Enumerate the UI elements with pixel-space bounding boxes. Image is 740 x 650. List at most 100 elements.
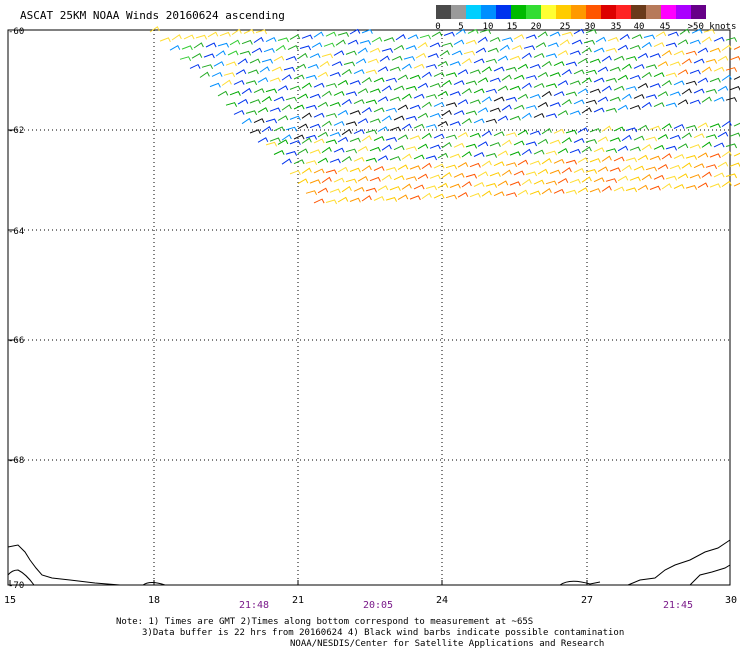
wind-barb	[361, 135, 372, 142]
wind-barb	[397, 134, 409, 141]
wind-barb	[665, 102, 678, 108]
wind-barb	[417, 173, 429, 180]
wind-barb	[241, 39, 253, 45]
wind-barb	[417, 143, 429, 150]
wind-barb	[301, 137, 312, 144]
wind-barb	[247, 69, 259, 75]
wind-barb	[341, 185, 352, 193]
note-line-1: Note: 1) Times are GMT 2)Times along bot…	[116, 617, 534, 627]
wind-barb	[609, 66, 621, 72]
wind-barb	[677, 99, 689, 105]
wind-barb	[401, 123, 412, 130]
wind-barb	[481, 190, 492, 197]
wind-barb	[569, 178, 581, 184]
wind-barb	[281, 134, 292, 141]
wind-barb	[235, 69, 247, 75]
wind-barb	[333, 177, 345, 183]
wind-barb	[661, 183, 672, 190]
wind-barb	[289, 140, 301, 145]
wind-barb	[381, 48, 394, 53]
legend-swatch	[466, 5, 481, 19]
wind-barb	[181, 45, 193, 51]
wind-barb	[733, 46, 740, 50]
wind-barb	[691, 28, 703, 34]
wind-barb	[545, 150, 558, 156]
wind-barb	[365, 69, 378, 75]
wind-barb	[561, 99, 572, 106]
wind-barb	[453, 110, 465, 116]
wind-barb	[461, 88, 472, 95]
wind-barb	[721, 120, 732, 128]
wind-barb	[231, 28, 242, 36]
wind-barb	[171, 34, 182, 41]
wind-barb	[657, 164, 669, 170]
wind-barb	[393, 44, 405, 51]
wind-barb	[325, 31, 337, 37]
wind-barb	[499, 44, 510, 51]
wind-barb	[501, 74, 512, 81]
wind-barb	[537, 31, 548, 38]
wind-barb	[329, 131, 341, 137]
lat-label-66: -66	[8, 336, 25, 346]
wind-barb	[497, 85, 509, 92]
wind-barb	[625, 127, 638, 133]
legend-swatch	[541, 5, 556, 19]
wind-barb	[565, 129, 578, 135]
wind-barb	[689, 144, 701, 149]
wind-barb	[725, 37, 738, 42]
wind-barb	[395, 34, 406, 41]
wind-barb	[585, 169, 598, 174]
wind-barb	[313, 31, 324, 38]
wind-barb	[621, 63, 632, 70]
wind-barb	[713, 66, 725, 72]
wind-barb	[489, 107, 501, 113]
wind-barb	[331, 61, 343, 67]
wind-barb	[275, 44, 286, 52]
wind-barb	[385, 137, 398, 142]
wind-barb	[481, 96, 492, 103]
wind-barb	[383, 37, 395, 43]
wind-barb	[573, 168, 585, 173]
wind-barb	[373, 166, 385, 171]
wind-barb	[389, 186, 401, 191]
wind-barb	[465, 110, 478, 116]
wind-barb	[725, 143, 738, 149]
wind-barb	[353, 69, 365, 75]
wind-barb	[321, 146, 332, 154]
wind-barb	[557, 110, 569, 116]
wind-barb	[609, 167, 621, 173]
wind-barb	[545, 180, 558, 186]
wind-barb	[305, 104, 318, 110]
wind-barb	[305, 134, 318, 140]
wind-barb	[549, 102, 561, 108]
wind-barb	[449, 61, 461, 67]
wind-barb	[585, 69, 598, 75]
wind-barb	[381, 85, 392, 92]
wind-barb	[541, 127, 552, 135]
wind-barb	[469, 132, 481, 138]
wind-barb	[601, 185, 612, 192]
wind-barb	[581, 77, 592, 84]
wind-barb	[397, 164, 409, 171]
wind-barb	[469, 162, 481, 168]
wind-barb	[415, 52, 427, 59]
wind-barb	[271, 66, 283, 72]
wind-barb	[379, 55, 390, 62]
wind-barb	[689, 99, 701, 105]
wind-barb	[261, 58, 274, 64]
wind-barb	[457, 162, 469, 168]
wind-barb	[273, 150, 285, 155]
wind-barb	[283, 66, 296, 72]
wind-barb	[457, 132, 469, 138]
wind-barb	[489, 142, 501, 147]
wind-barb	[429, 174, 441, 180]
wind-barb	[229, 90, 241, 96]
wind-barb	[463, 50, 476, 56]
wind-barb	[673, 154, 685, 159]
wind-barb	[199, 71, 210, 78]
wind-barb	[333, 120, 345, 126]
wind-barb	[263, 47, 275, 53]
wind-barb	[505, 66, 518, 72]
legend-label: 40	[633, 22, 645, 32]
wind-barb	[685, 155, 698, 160]
